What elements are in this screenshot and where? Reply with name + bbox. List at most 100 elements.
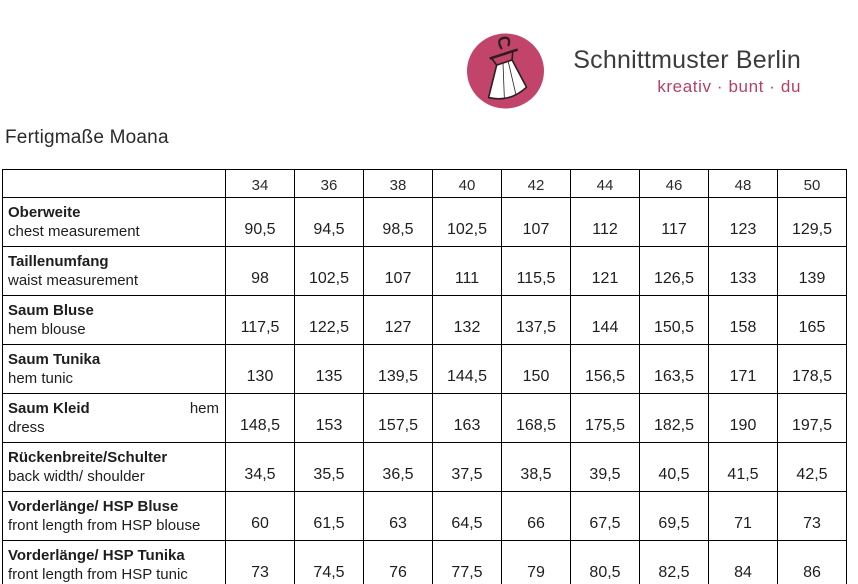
measurement-cell: 168,5: [501, 393, 571, 443]
size-column-header: 38: [363, 169, 433, 198]
measurement-cell: 139: [777, 246, 847, 296]
measurement-cell: 117: [639, 197, 709, 247]
measurement-cell: 117,5: [225, 295, 295, 345]
measurement-cell: 86: [777, 540, 847, 584]
measurement-cell: 156,5: [570, 344, 640, 394]
size-column-header: 46: [639, 169, 709, 198]
measurement-cell: 197,5: [777, 393, 847, 443]
size-column-header: 44: [570, 169, 640, 198]
row-label-de: Taillenumfang: [8, 252, 109, 270]
table-row: Saum Bluse hem blouse 117,5 122,5 127 132 137,…: [2, 295, 847, 345]
measurement-cell: 40,5: [639, 442, 709, 492]
row-label-en: hem blouse: [8, 320, 86, 338]
measurement-cell: 135: [294, 344, 364, 394]
measurement-cell: 80,5: [570, 540, 640, 584]
table-row: Taillenumfang waist measurement 98 102,5 107…: [2, 246, 847, 296]
table-row: Saum Kleid hem dress 148,5 153 157,5 163 168,5 1…: [2, 393, 847, 443]
table-row: Vorderlänge/ HSP Tunika front length from…: [2, 540, 847, 584]
measurement-cell: 61,5: [294, 491, 364, 541]
size-column-header: 48: [708, 169, 778, 198]
measurement-cell: 148,5: [225, 393, 295, 443]
measurement-cell: 133: [708, 246, 778, 296]
row-label-de: Oberweite: [8, 203, 81, 221]
row-label-cell: Saum Kleid hem dress: [2, 393, 226, 443]
measurement-cell: 37,5: [432, 442, 502, 492]
measurement-cell: 129,5: [777, 197, 847, 247]
measurement-cell: 122,5: [294, 295, 364, 345]
row-label-en: front length from HSP tunic: [8, 565, 188, 583]
measurement-cell: 107: [363, 246, 433, 296]
row-label-en: dress: [8, 418, 45, 436]
measurement-cell: 144: [570, 295, 640, 345]
measurement-cell: 84: [708, 540, 778, 584]
corner-cell: [2, 169, 226, 198]
measurement-cell: 102,5: [432, 197, 502, 247]
row-label-de: Vorderlänge/ HSP Tunika: [8, 546, 185, 564]
row-label-en-part1: hem: [189, 399, 219, 417]
row-label-cell: Vorderlänge/ HSP Tunika front length from…: [2, 540, 226, 584]
row-label-en: back width/ shoulder: [8, 467, 145, 485]
measurement-cell: 39,5: [570, 442, 640, 492]
page-title: Fertigmaße Moana: [5, 127, 169, 148]
size-column-header: 40: [432, 169, 502, 198]
measurement-cell: 150: [501, 344, 571, 394]
measurement-cell: 76: [363, 540, 433, 584]
dress-on-hanger-icon: [467, 33, 544, 109]
table-row: Rückenbreite/Schulter back width/ shoulde…: [2, 442, 847, 492]
measurement-cell: 38,5: [501, 442, 571, 492]
row-label-de: Saum Bluse: [8, 301, 94, 319]
table-row: Oberweite chest measurement 90,5 94,5 98,5 10…: [2, 197, 847, 247]
table-header-row: 34 36 38 40 42 44 46 48 50: [2, 169, 847, 198]
row-label-en: waist measurement: [8, 271, 139, 289]
measurement-cell: 73: [225, 540, 295, 584]
measurement-cell: 171: [708, 344, 778, 394]
measurement-cell: 144,5: [432, 344, 502, 394]
measurement-cell: 139,5: [363, 344, 433, 394]
row-label-cell: Saum Bluse hem blouse: [2, 295, 226, 345]
size-column-header: 50: [777, 169, 847, 198]
measurement-cell: 98,5: [363, 197, 433, 247]
measurement-cell: 107: [501, 197, 571, 247]
measurement-cell: 35,5: [294, 442, 364, 492]
measurement-cell: 77,5: [432, 540, 502, 584]
measurement-cell: 71: [708, 491, 778, 541]
measurement-cell: 165: [777, 295, 847, 345]
measurement-cell: 163,5: [639, 344, 709, 394]
measurement-cell: 90,5: [225, 197, 295, 247]
measurement-cell: 121: [570, 246, 640, 296]
measurement-cell: 182,5: [639, 393, 709, 443]
measurement-cell: 175,5: [570, 393, 640, 443]
brand-name: Schnittmuster Berlin: [573, 46, 801, 74]
row-label-de: Rückenbreite/Schulter: [8, 448, 168, 466]
measurement-cell: 63: [363, 491, 433, 541]
table-body: Oberweite chest measurement 90,5 94,5 98,5 10…: [2, 197, 847, 584]
size-table: 34 36 38 40 42 44 46 48 50 Oberweite chest measur…: [2, 169, 847, 584]
measurement-cell: 64,5: [432, 491, 502, 541]
measurement-cell: 79: [501, 540, 571, 584]
measurement-cell: 157,5: [363, 393, 433, 443]
table-row: Vorderlänge/ HSP Bluse front length from …: [2, 491, 847, 541]
measurement-cell: 123: [708, 197, 778, 247]
measurement-cell: 127: [363, 295, 433, 345]
measurement-cell: 73: [777, 491, 847, 541]
measurement-cell: 102,5: [294, 246, 364, 296]
measurement-cell: 34,5: [225, 442, 295, 492]
measurement-cell: 190: [708, 393, 778, 443]
measurement-cell: 66: [501, 491, 571, 541]
size-column-header: 36: [294, 169, 364, 198]
measurement-cell: 41,5: [708, 442, 778, 492]
measurement-cell: 153: [294, 393, 364, 443]
row-label-cell: Vorderlänge/ HSP Bluse front length from …: [2, 491, 226, 541]
measurement-cell: 74,5: [294, 540, 364, 584]
measurement-cell: 112: [570, 197, 640, 247]
measurement-cell: 115,5: [501, 246, 571, 296]
row-label-de: Vorderlänge/ HSP Bluse: [8, 497, 179, 515]
measurement-cell: 82,5: [639, 540, 709, 584]
measurement-cell: 130: [225, 344, 295, 394]
row-label-de: Saum Kleid: [8, 399, 90, 417]
measurement-cell: 94,5: [294, 197, 364, 247]
row-label-cell: Taillenumfang waist measurement: [2, 246, 226, 296]
measurement-cell: 163: [432, 393, 502, 443]
measurement-cell: 60: [225, 491, 295, 541]
row-label-cell: Oberweite chest measurement: [2, 197, 226, 247]
